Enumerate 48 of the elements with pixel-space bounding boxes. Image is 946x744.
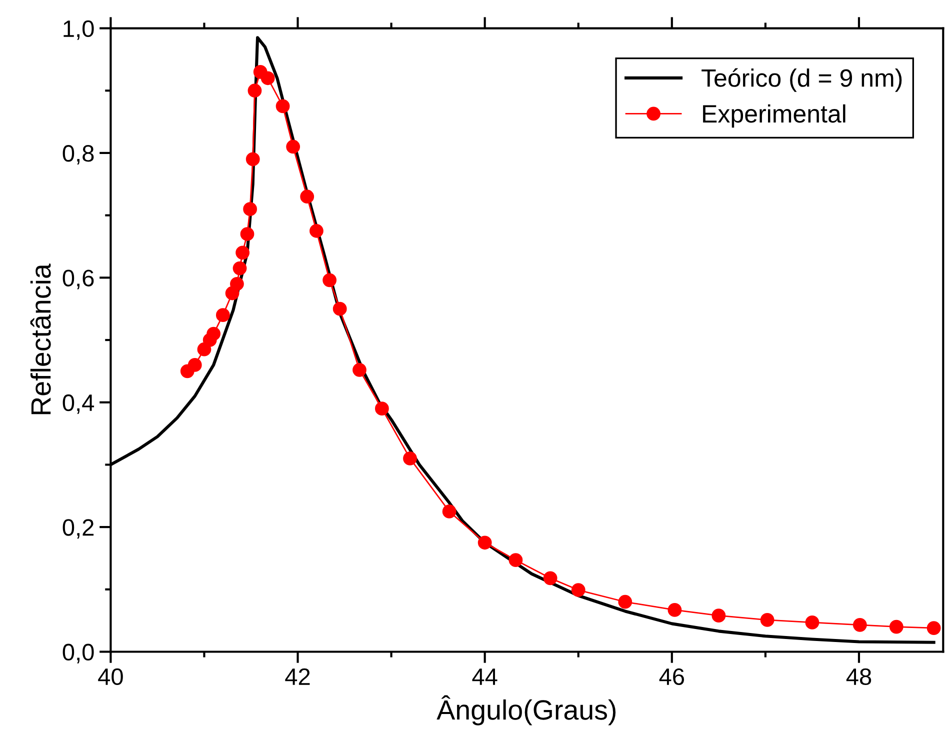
point (206, 326, 221, 341)
point (618, 594, 632, 609)
x-tick-label: 48 (846, 668, 872, 686)
point (926, 621, 941, 635)
point (232, 261, 247, 276)
point (322, 273, 337, 288)
x-tick-label: 44 (472, 668, 498, 685)
x-tick-label: 40 (98, 668, 123, 686)
point (286, 140, 300, 154)
point (668, 603, 682, 617)
legend-label: Experimental (703, 104, 846, 128)
point (571, 583, 586, 597)
point (246, 152, 260, 166)
point (332, 302, 347, 316)
point (248, 84, 262, 98)
y-tick-label: 0,8 (62, 145, 94, 165)
point (260, 71, 275, 86)
y-tick-label: 0,0 (62, 644, 94, 664)
point (543, 571, 558, 586)
point (852, 618, 867, 632)
x-tick-label: 42 (285, 668, 310, 685)
point (760, 613, 774, 627)
point (352, 362, 366, 377)
point (188, 358, 202, 372)
point (374, 402, 389, 416)
point (442, 504, 456, 518)
legend-label: Teórico (d = 9 nm) (702, 68, 902, 92)
point (243, 202, 257, 216)
x-tick-label: 46 (659, 668, 684, 686)
y-tick-label: 0,4 (62, 394, 94, 414)
point (478, 536, 492, 550)
x-axis-title: Ângulo(Graus) (436, 695, 616, 726)
point (230, 276, 244, 291)
point (216, 308, 230, 322)
y-tick-label: 1,0 (64, 20, 94, 40)
point (276, 99, 290, 114)
point (508, 553, 523, 568)
point (403, 452, 417, 466)
y-tick-label: 0,6 (62, 270, 94, 290)
point (236, 246, 250, 260)
point (240, 227, 254, 241)
point (805, 615, 820, 630)
point (310, 224, 324, 238)
point (300, 190, 314, 204)
point (889, 620, 904, 634)
y-axis-title: Reflectância (30, 264, 51, 414)
y-tick-label: 0,2 (62, 519, 94, 539)
point (712, 608, 726, 623)
